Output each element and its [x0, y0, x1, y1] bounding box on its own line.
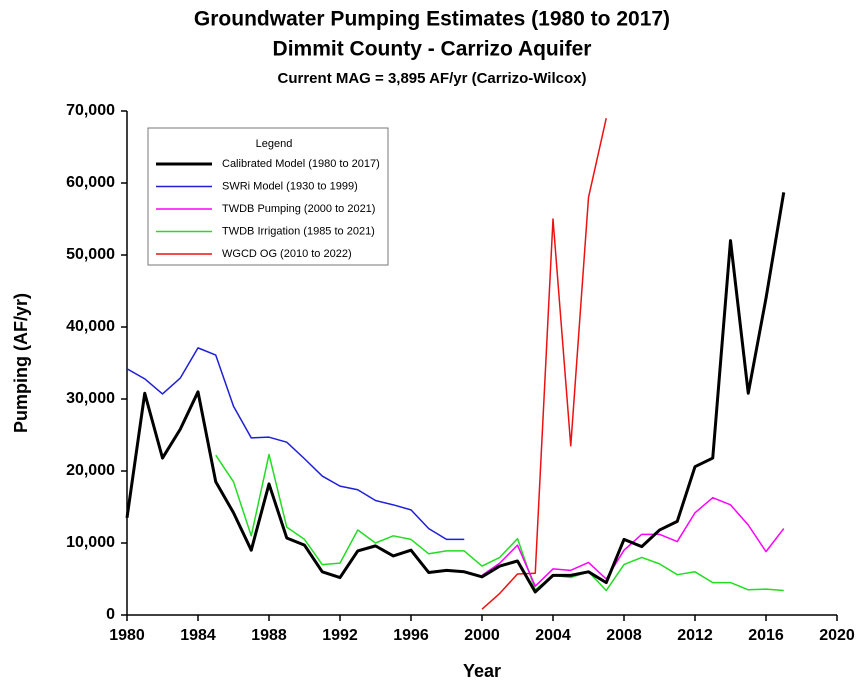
x-tick-label: 1996 [393, 627, 429, 644]
chart-subtitle: Dimmit County - Carrizo Aquifer [273, 38, 592, 61]
series-line [481, 118, 607, 610]
y-tick-label: 40,000 [66, 318, 115, 335]
x-tick-label: 1980 [109, 627, 145, 644]
x-axis-label: Year [463, 661, 501, 681]
legend-label: SWRi Model (1930 to 1999) [222, 180, 358, 192]
legend-label: TWDB Pumping (2000 to 2021) [222, 203, 375, 215]
y-tick-label: 0 [106, 606, 115, 623]
chart-note: Current MAG = 3,895 AF/yr (Carrizo-Wilco… [278, 70, 587, 87]
y-tick-label: 50,000 [66, 246, 115, 263]
y-tick-label: 10,000 [66, 534, 115, 551]
x-tick-label: 2008 [606, 627, 642, 644]
x-tick-label: 2016 [748, 627, 784, 644]
series-line [215, 453, 784, 592]
y-axis-label: Pumping (AF/yr) [11, 293, 31, 433]
series-line [126, 347, 465, 541]
x-tick-label: 1992 [322, 627, 358, 644]
legend-title: Legend [256, 138, 293, 150]
y-tick-label: 30,000 [66, 390, 115, 407]
y-tick-label: 20,000 [66, 462, 115, 479]
legend-label: Calibrated Model (1980 to 2017) [222, 158, 380, 170]
x-tick-label: 1984 [180, 627, 216, 644]
x-tick-label: 2000 [464, 627, 500, 644]
series-line [125, 192, 786, 594]
x-tick-label: 1988 [251, 627, 287, 644]
y-tick-label: 60,000 [66, 174, 115, 191]
y-tick-label: 70,000 [66, 102, 115, 119]
chart-title: Groundwater Pumping Estimates (1980 to 2… [194, 8, 670, 31]
x-tick-label: 2004 [535, 627, 571, 644]
legend-box [147, 127, 389, 266]
x-tick-label: 2012 [677, 627, 713, 644]
legend-label: WGCD OG (2010 to 2022) [222, 248, 352, 260]
x-tick-label: 2020 [819, 627, 855, 644]
legend-label: TWDB Irrigation (1985 to 2021) [222, 225, 375, 237]
